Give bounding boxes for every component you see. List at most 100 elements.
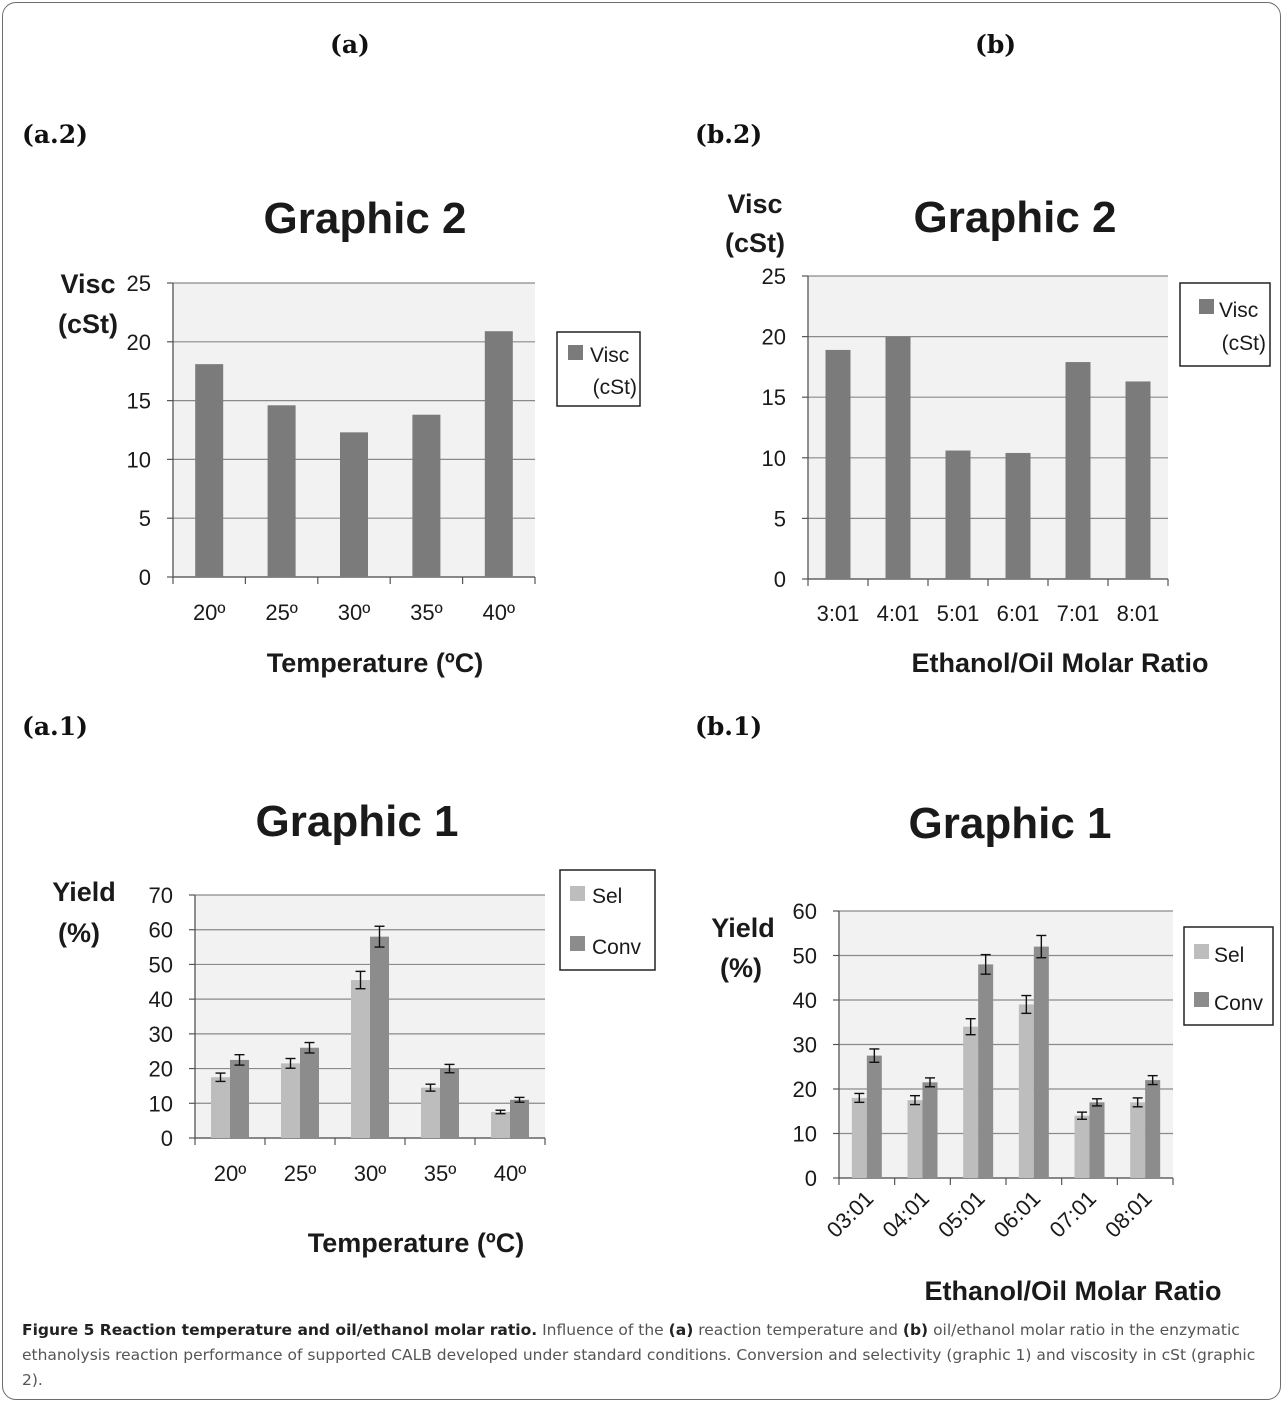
a2-bar-visc-cst <box>484 331 513 577</box>
a2-y-tick-label: 15 <box>127 389 151 414</box>
a1-bar-sel <box>421 1087 440 1138</box>
a1-x-tick-label: 40º <box>494 1161 527 1186</box>
b2-x-tick-label: 4:01 <box>877 601 920 626</box>
a2-y-tick-label: 25 <box>127 271 151 296</box>
b1-legend-swatch <box>1194 992 1209 1007</box>
a2-legend-swatch <box>568 345 583 360</box>
b2-y-tick-label: 25 <box>762 264 786 289</box>
a1-y-tick-label: 50 <box>149 952 173 977</box>
b1-x-tick-label: 04:01 <box>877 1186 934 1243</box>
a1-x-tick-label: 30º <box>354 1161 387 1186</box>
b2-legend <box>1179 282 1271 367</box>
a2-y-tick-label: 10 <box>127 447 151 472</box>
b2-y-tick-label: 20 <box>762 325 786 350</box>
a2-legend <box>556 331 641 407</box>
a2-x-tick-label: 20º <box>193 600 226 625</box>
a2-x-tick-label: 40º <box>483 600 516 625</box>
a2-bar-visc-cst <box>412 414 441 577</box>
a1-bar-conv <box>230 1059 249 1138</box>
b1-bar-sel <box>1074 1115 1090 1178</box>
b1-y-tick-label: 30 <box>793 1033 817 1058</box>
b1-x-tick-label: 07:01 <box>1044 1186 1101 1243</box>
b1-legend-label: Sel <box>1214 944 1244 967</box>
b2-bar-visc-cst <box>885 336 911 579</box>
b2-bar-visc-cst <box>945 450 971 579</box>
a2-bar-visc-cst <box>195 364 224 577</box>
a1-y-tick-label: 60 <box>149 918 173 943</box>
b2-bar-visc-cst <box>825 349 851 579</box>
b1-bar-sel <box>1018 1004 1034 1178</box>
a1-x-tick-label: 35º <box>424 1161 457 1186</box>
b2-bar-visc-cst <box>1005 452 1031 579</box>
b1-y-axis-label: Yield <box>711 913 775 943</box>
b1-legend-label: Conv <box>1214 992 1264 1015</box>
b1-y-axis-label: (%) <box>720 953 762 983</box>
b2-y-tick-label: 10 <box>762 446 786 471</box>
a1-bar-sel <box>491 1111 510 1138</box>
a1-bar-conv <box>510 1099 529 1138</box>
caption-bold-a: (a) <box>668 1321 694 1339</box>
a1-chart-title: Graphic 1 <box>256 797 459 846</box>
a2-x-tick-label: 35º <box>410 600 443 625</box>
b1-y-tick-label: 40 <box>793 988 817 1013</box>
b2-y-tick-label: 5 <box>774 506 786 531</box>
a2-y-tick-label: 20 <box>127 330 151 355</box>
panel-label-a1: (a.1) <box>22 712 88 741</box>
a1-legend-swatch <box>570 936 585 951</box>
b1-x-axis-label: Ethanol/Oil Molar Ratio <box>924 1276 1221 1306</box>
a1-legend-swatch <box>570 886 585 901</box>
a1-legend-label: Conv <box>592 936 642 959</box>
a1-y-tick-label: 0 <box>161 1126 173 1151</box>
b2-legend-label: Visc <box>1219 299 1258 322</box>
b2-bar-visc-cst <box>1065 362 1091 579</box>
b1-bar-conv <box>978 964 994 1178</box>
b2-plot-area <box>808 276 1168 579</box>
b1-y-tick-label: 0 <box>805 1166 817 1191</box>
a2-x-axis-label: Temperature (ºC) <box>267 648 483 678</box>
b1-y-tick-label: 60 <box>793 899 817 924</box>
b1-bar-conv <box>1145 1080 1161 1178</box>
b1-bar-conv <box>1033 946 1049 1178</box>
a1-y-tick-label: 20 <box>149 1057 173 1082</box>
panel-label-b: (b) <box>975 30 1017 59</box>
a1-y-tick-label: 10 <box>149 1091 173 1116</box>
b1-x-tick-label: 08:01 <box>1100 1186 1157 1243</box>
caption-text-1: Influence of the <box>537 1321 669 1339</box>
b1-legend <box>1183 926 1274 1026</box>
panel-label-b1: (b.1) <box>695 712 763 741</box>
b2-y-axis-label: Visc <box>727 189 782 219</box>
figure-caption: Figure 5 Reaction temperature and oil/et… <box>22 1318 1262 1393</box>
b1-x-tick-label: 05:01 <box>933 1186 990 1243</box>
a1-bar-conv <box>370 936 389 1138</box>
b1-legend-swatch <box>1194 944 1209 959</box>
b1-x-tick-label: 03:01 <box>822 1186 879 1243</box>
b1-bar-sel <box>907 1100 923 1178</box>
a1-x-axis-label: Temperature (ºC) <box>308 1228 524 1258</box>
panel-label-b2: (b.2) <box>695 120 763 149</box>
a1-y-axis-label: (%) <box>58 918 100 948</box>
a2-y-tick-label: 0 <box>139 565 151 590</box>
a2-legend-label: Visc <box>590 344 629 367</box>
b2-x-tick-label: 5:01 <box>937 601 980 626</box>
b2-x-tick-label: 7:01 <box>1057 601 1100 626</box>
b1-x-tick-label: 06:01 <box>989 1186 1046 1243</box>
a2-y-axis-label: Visc <box>60 269 115 299</box>
a1-y-tick-label: 70 <box>149 883 173 908</box>
b1-y-tick-label: 20 <box>793 1077 817 1102</box>
b1-bar-sel <box>963 1026 979 1178</box>
a1-legend-label: Sel <box>592 885 622 908</box>
a1-x-tick-label: 20º <box>214 1161 247 1186</box>
caption-text-3: oil/ethanol molar ratio in the enzymatic… <box>22 1321 1256 1389</box>
a1-bar-conv <box>300 1047 319 1138</box>
b1-bar-conv <box>1089 1102 1105 1178</box>
b1-bar-conv <box>922 1082 938 1178</box>
b2-y-tick-label: 15 <box>762 385 786 410</box>
a2-y-axis-label: (cSt) <box>58 309 118 339</box>
b1-bar-sel <box>1130 1102 1146 1178</box>
panel-label-a2: (a.2) <box>22 120 88 149</box>
b2-legend-swatch <box>1199 299 1214 314</box>
a2-x-tick-label: 25º <box>265 600 298 625</box>
a1-bar-sel <box>281 1063 300 1138</box>
a1-y-tick-label: 30 <box>149 1022 173 1047</box>
b2-x-tick-label: 6:01 <box>997 601 1040 626</box>
